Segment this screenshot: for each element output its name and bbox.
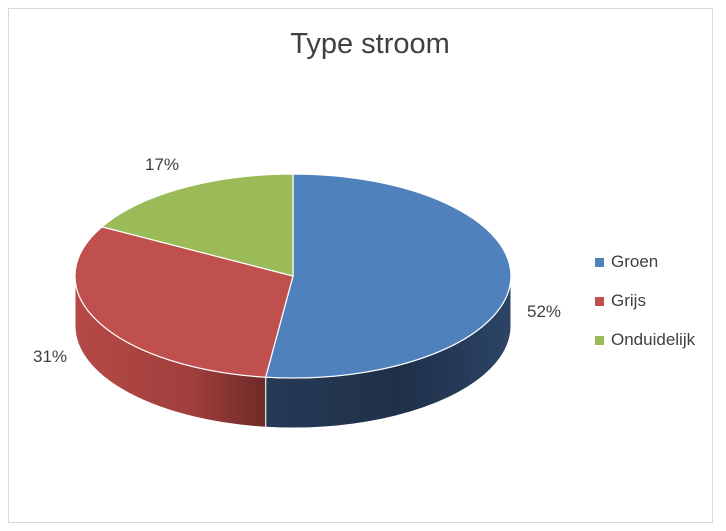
- pie-slice-groen: [264, 173, 512, 379]
- legend: Groen Grijs Onduidelijk: [595, 252, 695, 369]
- data-label-onduidelijk: 17%: [145, 155, 179, 174]
- legend-label-grijs: Grijs: [611, 291, 646, 310]
- legend-swatch-groen: [595, 257, 604, 267]
- pie-slice-grijs: [74, 226, 294, 378]
- legend-swatch-onduidelijk: [595, 335, 604, 345]
- legend-item-grijs: Grijs: [595, 291, 695, 311]
- chart-title: Type stroom: [290, 28, 450, 60]
- legend-item-onduidelijk: Onduidelijk: [595, 330, 695, 350]
- legend-label-groen: Groen: [611, 252, 659, 271]
- legend-item-groen: Groen: [595, 252, 695, 272]
- data-label-groen: 52%: [527, 302, 561, 321]
- pie-slice-onduidelijk: [100, 173, 294, 277]
- legend-swatch-grijs: [595, 296, 604, 306]
- data-label-grijs: 31%: [33, 347, 67, 366]
- legend-label-onduidelijk: Onduidelijk: [611, 330, 696, 349]
